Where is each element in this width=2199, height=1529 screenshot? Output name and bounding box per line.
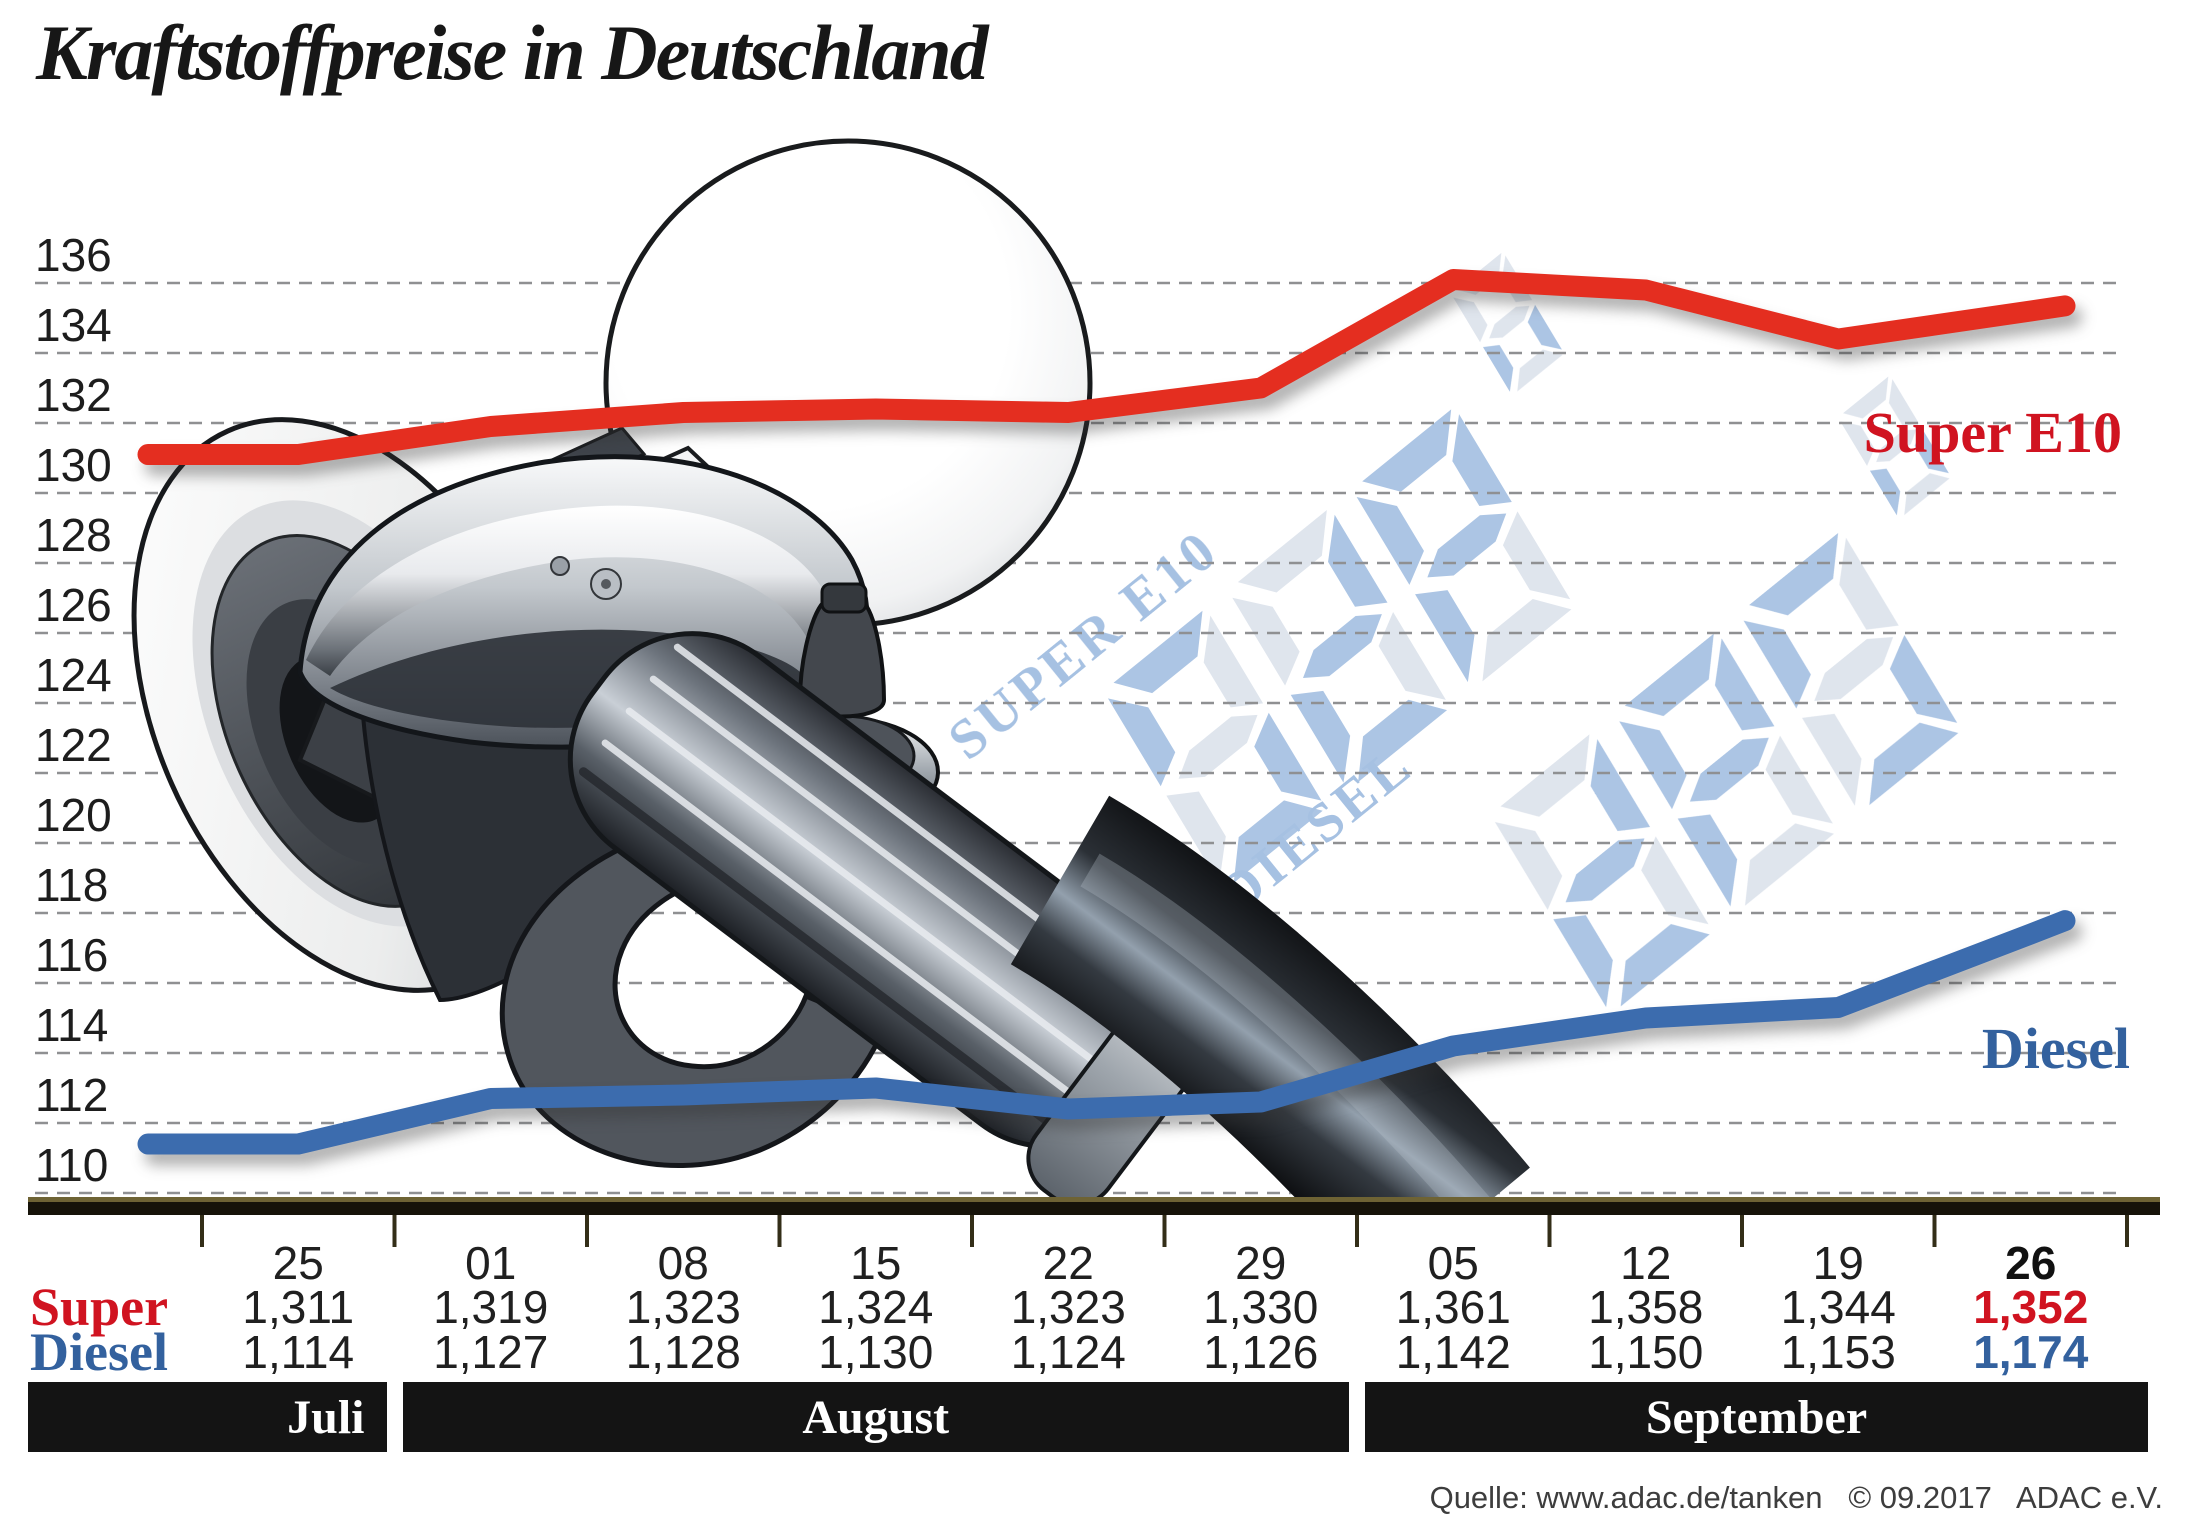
seven-segment-display-super [1107, 252, 1572, 884]
source-note: Quelle: www.adac.de/tanken © 09.2017 ADA… [1429, 1480, 2163, 1515]
seven-segment-digit [1356, 409, 1572, 683]
x-tick [392, 1215, 397, 1247]
table-cell: 1,361 [1395, 1281, 1511, 1333]
line-diesel [137, 910, 2076, 1155]
table-cell: 1,344 [1780, 1281, 1896, 1333]
series-label-diesel: Diesel [1982, 1016, 2130, 1081]
y-tick-label: 136 [35, 229, 112, 281]
table-cell: 1,323 [625, 1281, 741, 1333]
month-band-august: August [402, 1382, 1349, 1452]
x-axis-topline [28, 1197, 2160, 1202]
series-label-super-e10: Super E10 [1864, 400, 2122, 465]
table-cell: 1,127 [433, 1326, 549, 1378]
x-tick [970, 1215, 974, 1247]
x-axis-ticks [200, 1215, 2129, 1247]
table-cell: 05 [1427, 1237, 1479, 1289]
seven-segment-display-diesel [1494, 376, 1959, 1008]
nozzle-chrome-band [306, 505, 826, 676]
data-lines [137, 269, 2076, 1155]
table-cell: 1,130 [818, 1326, 934, 1378]
table-cell: 1,128 [625, 1326, 741, 1378]
seven-segment-digit [1840, 376, 1950, 516]
x-tick [1355, 1215, 1359, 1247]
table-cell: 22 [1042, 1237, 1094, 1289]
table-cell: 08 [657, 1237, 709, 1289]
y-tick-label: 120 [35, 789, 112, 841]
table-cell: 1,324 [818, 1281, 934, 1333]
table-cell: 26 [2005, 1237, 2057, 1289]
y-tick-label: 132 [35, 369, 112, 421]
screw-icon [550, 556, 570, 576]
y-tick-label: 122 [35, 719, 112, 771]
table-cell: 19 [1812, 1237, 1864, 1289]
y-tick-label: 118 [35, 859, 108, 911]
table-cell: 01 [465, 1237, 517, 1289]
x-tick [1932, 1215, 1937, 1247]
screw-center [601, 579, 611, 589]
x-axis [28, 1197, 2160, 1247]
table-cell: 1,352 [1973, 1281, 2089, 1333]
table-cell: 1,150 [1588, 1326, 1704, 1378]
page-title: Kraftstoffpreise in Deutschland [36, 9, 989, 96]
fuel-nozzle-illustration [131, 138, 1530, 1199]
watermark-super-display: SUPER E10 [937, 252, 1572, 884]
table-cell: 25 [272, 1237, 324, 1289]
y-tick-label: 134 [35, 299, 112, 351]
x-axis-bar [28, 1202, 2160, 1215]
table-cell: 1,174 [1973, 1326, 2089, 1378]
month-band-september: September [1365, 1382, 2148, 1452]
y-tick-label: 110 [35, 1139, 108, 1191]
line-super [137, 269, 2076, 465]
table-cell: 1,323 [1010, 1281, 1126, 1333]
fuel-hose-highlight [1080, 853, 1492, 1199]
y-tick-label: 126 [35, 579, 112, 631]
y-tick-label: 116 [35, 929, 108, 981]
x-tick [2125, 1215, 2129, 1247]
seven-segment-digit [1232, 510, 1448, 783]
seven-segment-digit [1743, 532, 1959, 806]
table-row-label-diesel: Diesel [30, 1322, 168, 1382]
x-tick [1740, 1215, 1744, 1247]
month-band-juli: Juli [28, 1382, 387, 1452]
table-cell: 1,126 [1203, 1326, 1319, 1378]
table-cell: 1,114 [242, 1326, 355, 1378]
table-cell: 12 [1620, 1237, 1672, 1289]
y-tick-label: 130 [35, 439, 112, 491]
table-cell: 1,142 [1395, 1326, 1511, 1378]
table-row-label-super: Super [30, 1277, 169, 1337]
y-tick-label: 112 [35, 1069, 108, 1121]
table-cell: 1,124 [1010, 1326, 1126, 1378]
table-cell: 1,330 [1203, 1281, 1319, 1333]
y-axis-labels: 136 134 132 130 128 126 124 122 120 118 116 114 112 1… [35, 229, 112, 1191]
table-cell: 1,358 [1588, 1281, 1704, 1333]
table-cell: 15 [850, 1237, 902, 1289]
seven-segment-digit [1619, 633, 1834, 907]
x-tick [1162, 1215, 1167, 1247]
x-tick [200, 1215, 204, 1247]
x-tick [777, 1215, 782, 1247]
table-cell: 29 [1235, 1237, 1287, 1289]
y-tick-label: 128 [35, 509, 112, 561]
x-tick [1547, 1215, 1552, 1247]
fuel-hose [1010, 795, 1530, 1199]
seven-segment-digit [1107, 610, 1323, 884]
y-tick-label: 124 [35, 649, 112, 701]
x-tick [585, 1215, 589, 1247]
table-cell: 1,319 [433, 1281, 549, 1333]
table-cell: 1,153 [1780, 1326, 1896, 1378]
table-cell: 1,311 [242, 1281, 355, 1333]
y-tick-label: 114 [35, 999, 108, 1051]
